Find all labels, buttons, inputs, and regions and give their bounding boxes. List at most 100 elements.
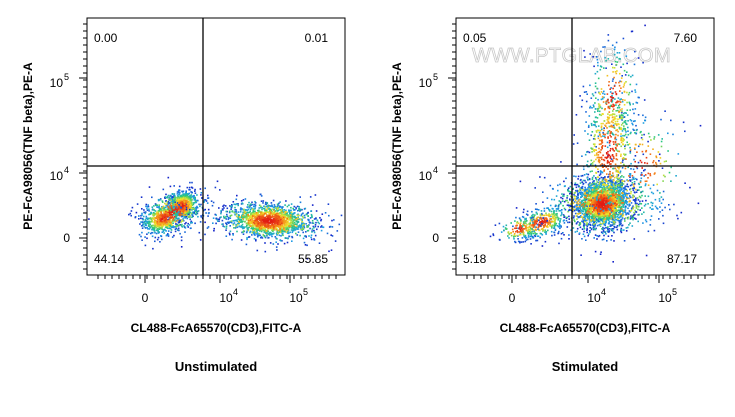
density-dot bbox=[183, 209, 185, 211]
density-dot bbox=[261, 219, 263, 221]
density-dot bbox=[264, 221, 267, 224]
density-dot bbox=[297, 221, 300, 223]
density-dot bbox=[302, 222, 304, 225]
density-dot bbox=[645, 199, 647, 202]
density-dot bbox=[183, 212, 186, 214]
panel-unstimulated: 0.00 0.01 44.14 55.85 0 10 4 10 5 0 10 4… bbox=[21, 17, 346, 374]
density-dot bbox=[238, 225, 241, 227]
density-dot bbox=[246, 230, 249, 232]
density-dot bbox=[632, 215, 634, 217]
density-dot bbox=[293, 225, 295, 228]
density-dot bbox=[262, 220, 265, 223]
density-dot bbox=[259, 228, 261, 231]
density-dot bbox=[316, 219, 319, 222]
density-dot bbox=[593, 205, 595, 207]
density-dot bbox=[219, 189, 221, 191]
density-dot bbox=[164, 196, 167, 198]
density-dot bbox=[612, 187, 615, 189]
density-dot bbox=[193, 202, 195, 204]
density-dot bbox=[178, 214, 181, 216]
density-dot bbox=[184, 197, 186, 200]
density-dot bbox=[575, 222, 578, 224]
density-dot bbox=[281, 228, 283, 231]
density-dot bbox=[260, 222, 263, 225]
density-dot bbox=[160, 212, 163, 215]
density-dot bbox=[170, 222, 172, 224]
density-dot bbox=[164, 214, 167, 216]
density-dot bbox=[261, 208, 263, 211]
density-dot bbox=[250, 227, 252, 230]
density-dot bbox=[252, 221, 254, 223]
density-dot bbox=[282, 216, 285, 218]
density-dot bbox=[289, 211, 292, 214]
density-dot bbox=[281, 215, 284, 218]
density-dot bbox=[252, 230, 255, 233]
density-dot bbox=[189, 181, 191, 184]
density-dot bbox=[184, 200, 187, 202]
density-dot bbox=[275, 207, 278, 210]
density-dot bbox=[155, 215, 158, 218]
density-dot bbox=[277, 206, 280, 209]
density-dot bbox=[605, 198, 608, 200]
density-dot bbox=[590, 192, 593, 194]
density-dot bbox=[172, 209, 174, 211]
density-dot bbox=[272, 212, 275, 214]
density-dot bbox=[140, 196, 143, 198]
density-dot bbox=[601, 182, 603, 185]
density-dot bbox=[261, 223, 264, 225]
density-dot bbox=[162, 188, 165, 191]
density-dot bbox=[572, 199, 574, 202]
density-dot bbox=[191, 216, 193, 218]
density-dot bbox=[250, 204, 252, 206]
density-dot bbox=[312, 225, 315, 228]
density-dot bbox=[597, 218, 600, 221]
density-dot bbox=[598, 217, 600, 220]
density-dot bbox=[161, 201, 164, 203]
density-dot bbox=[318, 242, 321, 244]
density-dot bbox=[588, 201, 591, 204]
density-dot bbox=[595, 191, 598, 194]
density-dot bbox=[586, 231, 588, 234]
density-dot bbox=[270, 202, 273, 204]
density-dot bbox=[177, 214, 180, 216]
density-dot bbox=[234, 211, 237, 213]
density-dot bbox=[613, 182, 615, 185]
density-dot bbox=[248, 205, 251, 208]
density-dot bbox=[160, 218, 163, 220]
density-dot bbox=[597, 181, 599, 184]
density-dot bbox=[264, 242, 266, 244]
density-dot bbox=[178, 221, 181, 223]
density-dot bbox=[169, 227, 172, 230]
density-dot bbox=[271, 211, 273, 213]
density-dot bbox=[612, 208, 614, 210]
density-dot bbox=[258, 218, 261, 221]
density-dot bbox=[272, 219, 274, 222]
density-dot bbox=[254, 212, 257, 214]
y-tick-label-0-left: 0 bbox=[63, 231, 70, 245]
density-dot bbox=[149, 217, 152, 219]
density-dot bbox=[621, 183, 624, 185]
density-dot bbox=[566, 204, 569, 206]
density-dot bbox=[560, 196, 562, 199]
density-dot bbox=[280, 208, 283, 211]
density-dot bbox=[250, 220, 253, 223]
density-dot bbox=[248, 217, 251, 219]
density-dot bbox=[252, 213, 254, 216]
density-dot bbox=[238, 214, 240, 217]
density-dot bbox=[275, 215, 278, 217]
density-dot bbox=[186, 196, 189, 199]
density-dot bbox=[587, 204, 589, 207]
density-dot bbox=[603, 227, 606, 230]
density-dot bbox=[240, 225, 243, 227]
density-dot bbox=[616, 213, 618, 216]
density-dot bbox=[266, 211, 269, 214]
density-dot bbox=[173, 201, 176, 203]
density-dot bbox=[313, 226, 315, 229]
density-dot bbox=[281, 224, 284, 227]
density-dot bbox=[614, 217, 616, 219]
density-dot bbox=[221, 219, 224, 222]
density-dot bbox=[287, 229, 290, 231]
density-dot bbox=[576, 190, 579, 193]
density-dot bbox=[602, 177, 604, 179]
density-dot bbox=[176, 191, 179, 193]
